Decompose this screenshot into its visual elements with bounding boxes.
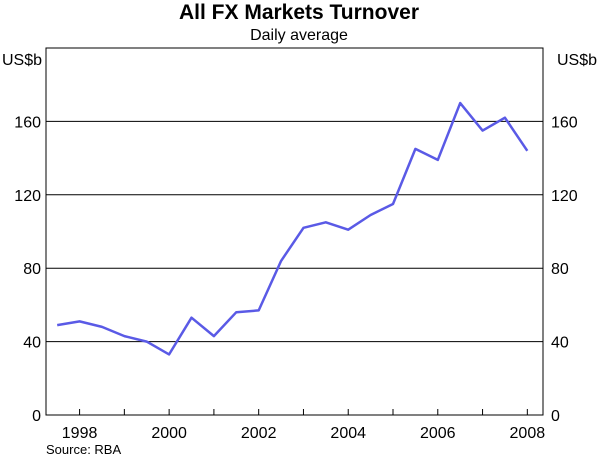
y-tick-labels-left: 0 40 80 120 160 xyxy=(14,114,41,425)
y-tick-label-left: 160 xyxy=(14,114,41,131)
chart-subtitle: Daily average xyxy=(250,27,348,44)
y-tick-label-right: 80 xyxy=(551,261,569,278)
x-tick-label: 2004 xyxy=(330,425,366,442)
x-tick-label: 2002 xyxy=(241,425,277,442)
x-tick-label: 1998 xyxy=(62,425,98,442)
x-tick-label: 2008 xyxy=(510,425,546,442)
x-tick-labels: 1998 2000 2002 2004 2006 2008 xyxy=(62,425,545,442)
y-tick-label-left: 0 xyxy=(32,408,41,425)
series-line xyxy=(56,101,529,356)
chart-title: All FX Markets Turnover xyxy=(179,1,419,24)
y-tick-label-right: 0 xyxy=(551,408,560,425)
y-tick-label-left: 80 xyxy=(23,261,41,278)
x-tick-marks xyxy=(79,409,528,415)
x-tick-label: 2006 xyxy=(420,425,456,442)
y-tick-label-left: 120 xyxy=(14,188,41,205)
y-unit-right: US$b xyxy=(557,52,597,69)
y-tick-labels-right: 0 40 80 120 160 xyxy=(551,114,578,425)
y-tick-label-right: 40 xyxy=(551,335,569,352)
y-tick-label-right: 160 xyxy=(551,114,578,131)
source-note: Source: RBA xyxy=(46,442,121,457)
x-tick-label: 2000 xyxy=(151,425,187,442)
y-tick-label-left: 40 xyxy=(23,335,41,352)
grid-lines xyxy=(46,120,543,343)
y-tick-label-right: 120 xyxy=(551,188,578,205)
plot-area xyxy=(45,47,544,416)
y-unit-left: US$b xyxy=(2,52,42,69)
